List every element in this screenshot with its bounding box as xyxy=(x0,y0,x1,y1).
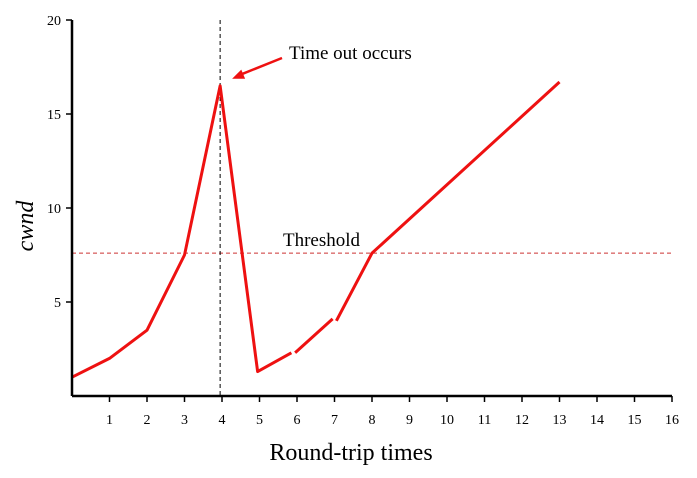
x-tick-label: 3 xyxy=(181,413,188,428)
y-tick-label: 15 xyxy=(47,108,61,123)
annotation-arrow-shaft xyxy=(239,56,283,76)
x-tick-label: 4 xyxy=(219,413,226,428)
x-tick-label: 13 xyxy=(553,413,567,428)
y-tick-label: 5 xyxy=(54,296,61,311)
cwnd-series-line xyxy=(294,317,334,354)
x-tick-label: 11 xyxy=(478,413,491,428)
x-tick-label: 2 xyxy=(144,413,151,428)
x-tick-label: 10 xyxy=(440,413,454,428)
x-tick-label: 1 xyxy=(106,413,113,428)
y-tick-label: 20 xyxy=(47,14,61,29)
x-tick-label: 6 xyxy=(294,413,301,428)
x-tick-label: 9 xyxy=(406,413,413,428)
x-tick-label: 7 xyxy=(331,413,338,428)
y-tick-label: 10 xyxy=(47,202,61,217)
cwnd-series-line xyxy=(335,80,561,322)
threshold-label: Threshold xyxy=(283,230,361,251)
x-tick-label: 12 xyxy=(515,413,529,428)
x-axis-title: Round-trip times xyxy=(269,440,432,466)
x-tick-label: 16 xyxy=(665,413,679,428)
x-tick-label: 15 xyxy=(628,413,642,428)
x-tick-label: 5 xyxy=(256,413,263,428)
cwnd-series-line xyxy=(71,84,293,379)
x-tick-label: 8 xyxy=(369,413,376,428)
x-tick-label: 14 xyxy=(590,413,604,428)
timeout-annotation: Time out occurs xyxy=(289,43,412,64)
y-axis-title: cwnd xyxy=(13,200,39,252)
annotation-arrow-head xyxy=(232,69,246,79)
